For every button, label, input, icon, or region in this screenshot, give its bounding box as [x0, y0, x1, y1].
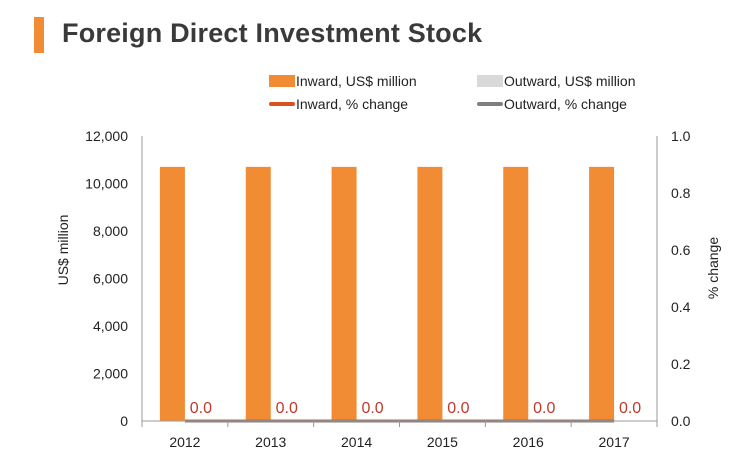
legend: Inward, US$ million Outward, US$ million I… — [269, 73, 636, 112]
y-tick-label-right: 1.0 — [671, 128, 691, 144]
y-tick-label-right: 0.4 — [671, 299, 691, 315]
inward-bar-2017 — [589, 166, 615, 421]
legend-label: Outward, % change — [504, 96, 627, 112]
y-tick-label-left: 6,000 — [93, 271, 128, 287]
y-tick-label-right: 0.8 — [671, 185, 691, 201]
legend-label: Inward, US$ million — [296, 73, 417, 89]
x-tick-label-2012: 2012 — [169, 434, 200, 450]
y-axis-title-left: US$ million — [55, 215, 71, 286]
x-tick-label-2013: 2013 — [255, 434, 286, 450]
y-tick-label-left: 8,000 — [93, 223, 128, 239]
y-tick-label-left: 0 — [120, 413, 128, 429]
legend-swatch-bar — [477, 75, 503, 87]
y-axis-right: 0.0 0.2 0.4 0.6 0.8 1.0 — [656, 128, 691, 429]
legend-label: Inward, % change — [296, 96, 408, 112]
data-label-2015: 0.0 — [447, 400, 469, 417]
inward-bar-2015 — [417, 166, 443, 421]
title-accent-bar — [34, 17, 44, 53]
bars — [159, 166, 615, 421]
legend-label: Outward, US$ million — [504, 73, 636, 89]
x-axis: 2012 2013 2014 2015 2016 2017 — [141, 420, 658, 450]
y-tick-label-right: 0.6 — [671, 242, 691, 258]
inward-bar-2016 — [503, 166, 529, 421]
y-tick-label-left: 10,000 — [85, 176, 128, 192]
y-tick-label-right: 0.0 — [671, 413, 691, 429]
inward-bar-2013 — [245, 166, 271, 421]
y-tick-label-left: 2,000 — [93, 366, 128, 382]
x-tick-label-2015: 2015 — [427, 434, 458, 450]
x-tick-label-2016: 2016 — [513, 434, 544, 450]
legend-swatch-line — [477, 102, 503, 106]
legend-swatch-line — [269, 102, 295, 106]
y-axis-left: 0 2,000 4,000 6,000 8,000 10,000 12,000 — [85, 128, 143, 429]
y-axis-title-right: % change — [705, 237, 721, 299]
y-tick-label-left: 4,000 — [93, 318, 128, 334]
data-label-2012: 0.0 — [190, 400, 212, 417]
x-tick-label-2014: 2014 — [341, 434, 372, 450]
legend-swatch-bar — [269, 75, 295, 87]
data-label-2016: 0.0 — [533, 400, 555, 417]
data-label-2014: 0.0 — [361, 400, 383, 417]
data-labels: 0.0 0.0 0.0 0.0 0.0 0.0 — [190, 400, 642, 417]
y-tick-label-right: 0.2 — [671, 356, 691, 372]
x-tick-label-2017: 2017 — [599, 434, 630, 450]
inward-bar-2014 — [331, 166, 357, 421]
data-label-2017: 0.0 — [619, 400, 641, 417]
data-label-2013: 0.0 — [276, 400, 298, 417]
inward-bar-2012 — [159, 166, 185, 421]
y-tick-label-left: 12,000 — [85, 128, 128, 144]
chart-title: Foreign Direct Investment Stock — [62, 18, 483, 48]
